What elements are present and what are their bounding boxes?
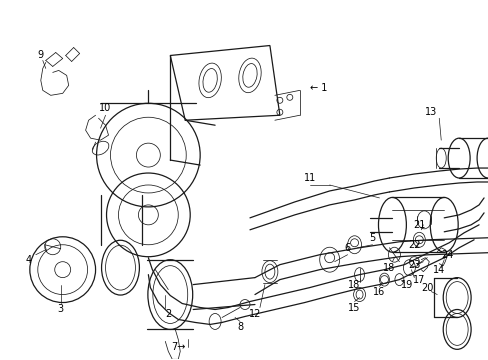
Text: 15: 15: [347, 302, 360, 312]
Text: 12: 12: [248, 310, 261, 319]
Text: ← 1: ← 1: [309, 84, 326, 93]
Text: 4: 4: [26, 255, 32, 265]
Text: 19: 19: [401, 280, 413, 289]
Text: 5: 5: [368, 233, 375, 243]
Text: 2: 2: [165, 310, 171, 319]
Text: 18: 18: [348, 280, 360, 289]
Text: 22: 22: [407, 240, 420, 250]
Text: 20: 20: [420, 283, 432, 293]
Text: 17: 17: [412, 275, 425, 285]
Text: 23: 23: [407, 260, 420, 270]
Text: 13: 13: [424, 107, 436, 117]
Text: 6: 6: [344, 243, 350, 253]
Text: 11: 11: [303, 173, 315, 183]
Text: 14: 14: [432, 265, 445, 275]
Text: 7→: 7→: [170, 342, 185, 352]
Text: 16: 16: [373, 287, 385, 297]
Text: 21: 21: [412, 220, 425, 230]
Text: 10: 10: [99, 103, 111, 113]
Text: 8: 8: [237, 323, 243, 332]
Text: 18: 18: [383, 263, 395, 273]
Text: 24: 24: [440, 250, 452, 260]
Text: 9: 9: [38, 50, 44, 60]
Text: 3: 3: [58, 305, 63, 315]
